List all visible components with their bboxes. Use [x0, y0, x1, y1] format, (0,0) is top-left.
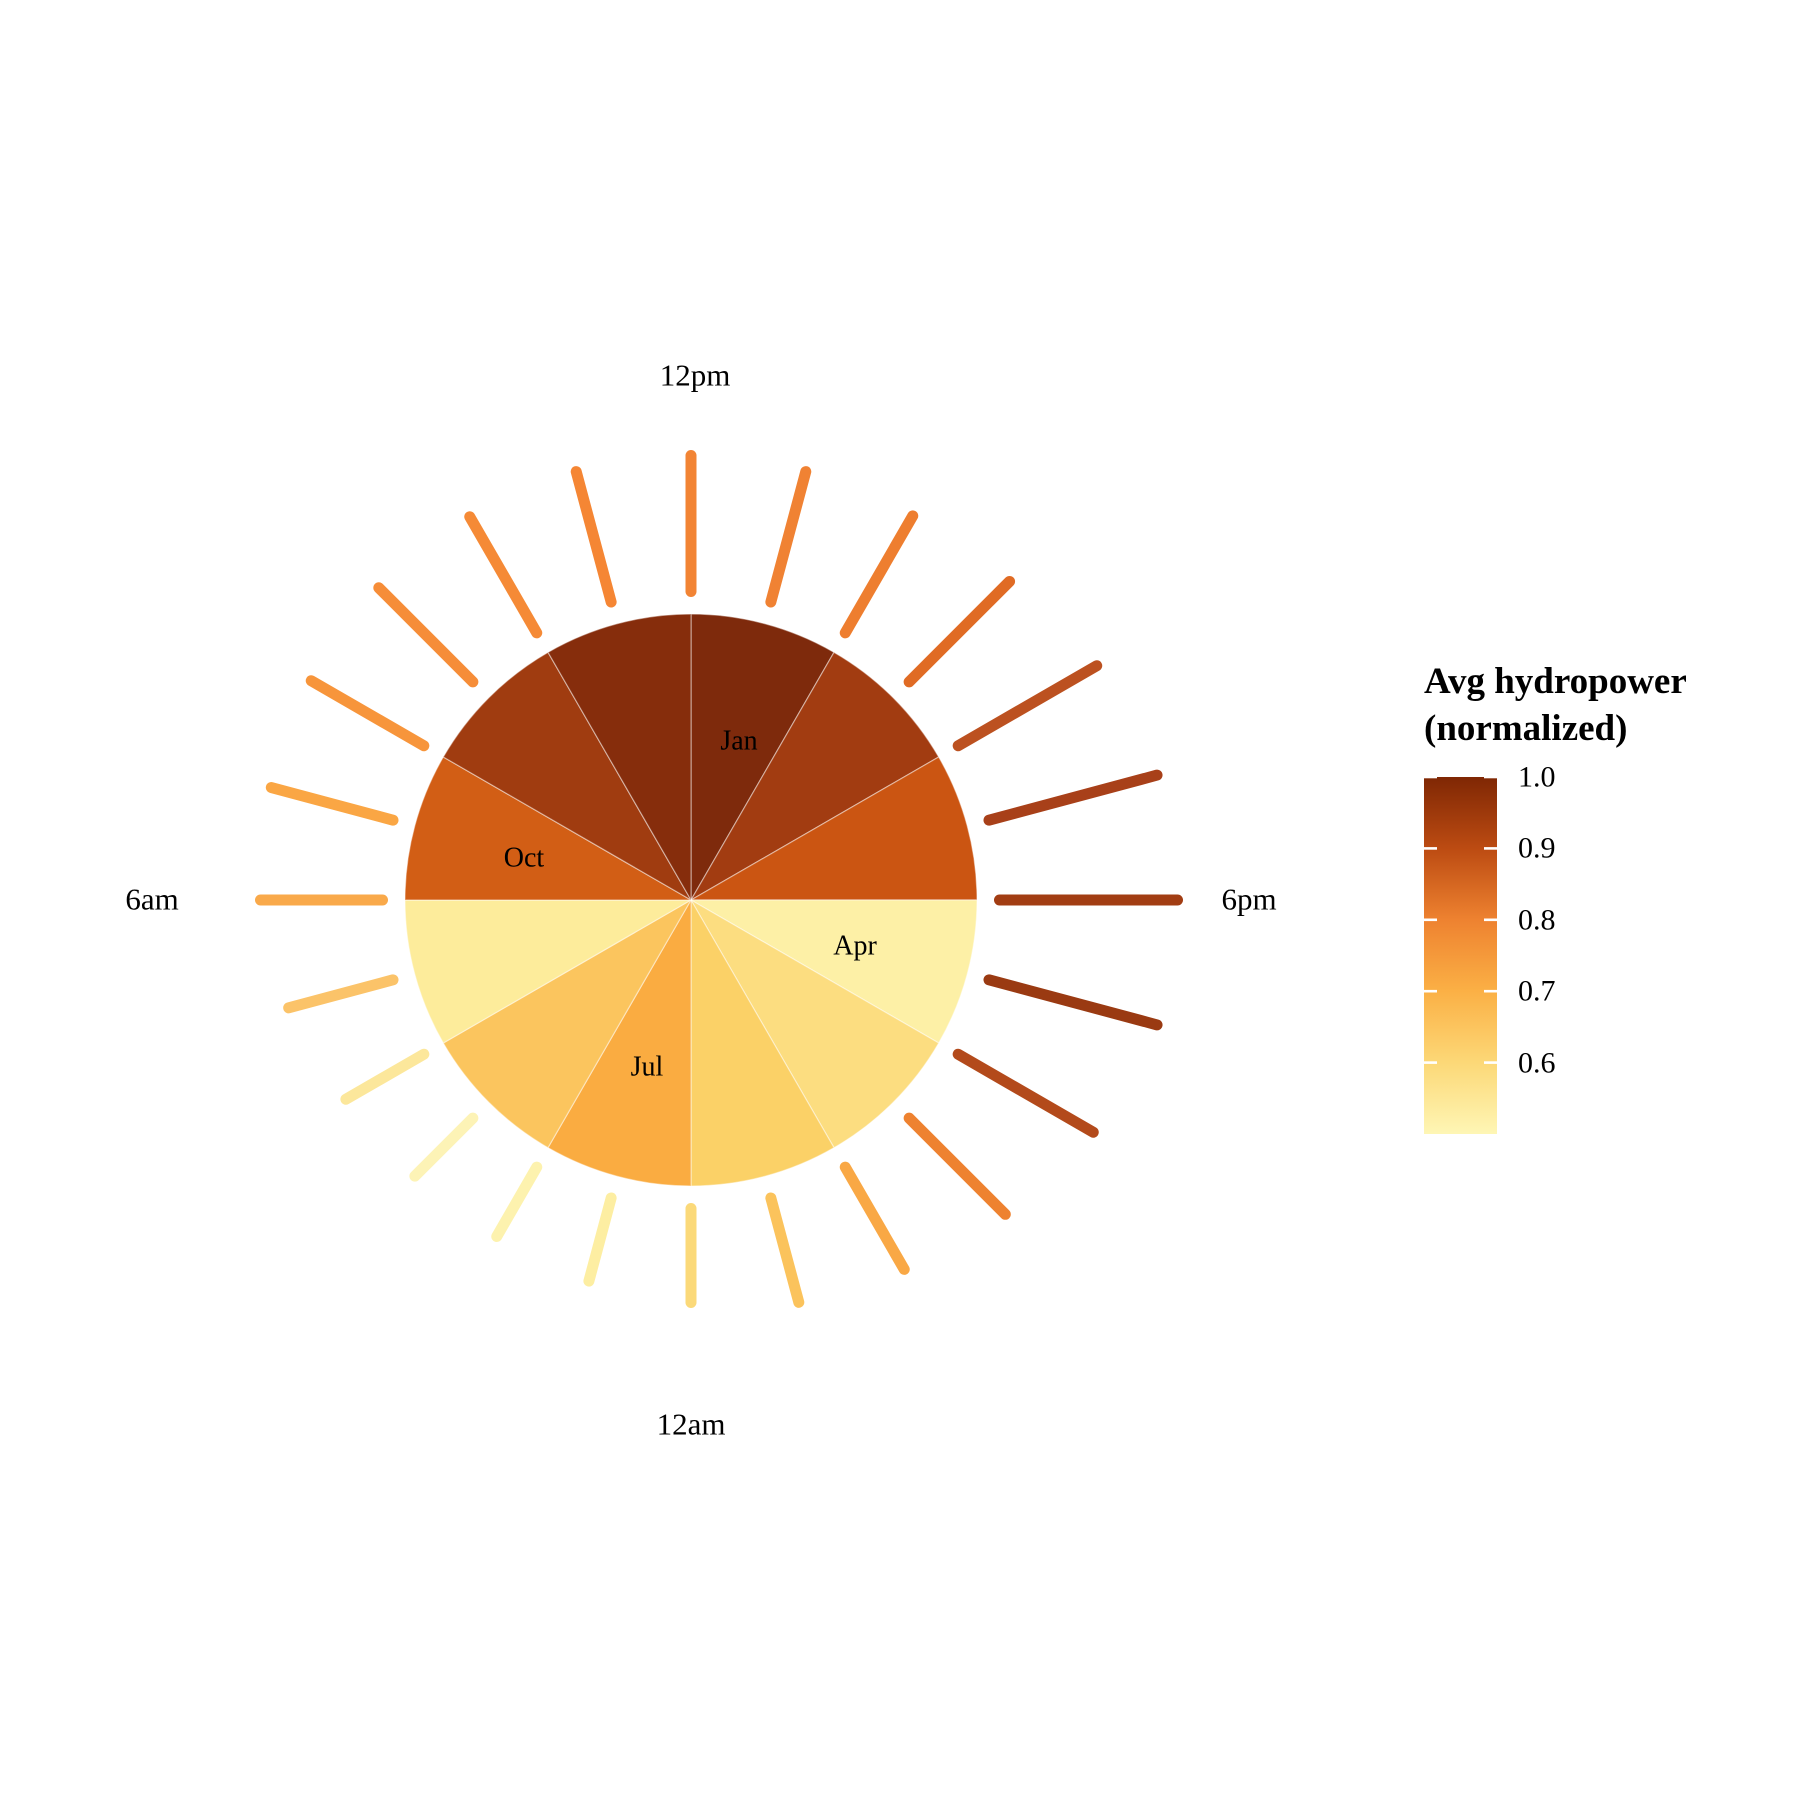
ray-8am [305, 675, 430, 752]
sector-may [689, 898, 940, 1149]
ray-3am [409, 1112, 479, 1182]
ray-7am [265, 782, 399, 826]
axis-label-12pm: 12pm [660, 358, 731, 393]
ray-4am [340, 1048, 430, 1105]
legend-tick-marks [1424, 775, 1497, 1064]
axis-label-6am: 6am [125, 882, 178, 917]
ray-11pm [765, 1192, 805, 1308]
sector-aug [442, 898, 693, 1149]
sector-jan [690, 613, 835, 903]
sector-dec [547, 613, 692, 903]
ray-9pm [903, 1112, 1011, 1220]
legend: Avg hydropower (normalized) 1.0 0.9 0.8 … [1424, 661, 1687, 1134]
legend-tick-label-0.9: 0.9 [1518, 832, 1556, 865]
legend-tick-label-1.0: 1.0 [1518, 761, 1556, 794]
legend-tick-label-0.6: 0.6 [1518, 1047, 1556, 1080]
sector-feb [689, 651, 940, 902]
legend-tick-label-0.8: 0.8 [1518, 904, 1556, 937]
month-sectors [404, 613, 978, 1187]
legend-title-line1: Avg hydropower [1424, 661, 1687, 702]
sector-nov [442, 651, 693, 902]
month-label-apr: Apr [833, 931, 877, 962]
sector-mar [688, 756, 978, 901]
legend-tick-labels: 1.0 0.9 0.8 0.7 0.6 [1518, 761, 1556, 1080]
month-label-jul: Jul [631, 1052, 664, 1083]
axis-label-12am: 12am [657, 1407, 726, 1442]
ray-4pm [952, 660, 1103, 752]
ray-7pm [983, 974, 1163, 1031]
month-label-oct: Oct [504, 843, 545, 874]
axis-label-6pm: 6pm [1221, 882, 1276, 917]
sector-oct [404, 756, 694, 901]
ray-8pm [952, 1048, 1099, 1138]
ray-1pm [765, 466, 812, 608]
ray-5am [283, 974, 399, 1014]
legend-colorbar [1424, 777, 1497, 1134]
hour-rays [255, 450, 1183, 1308]
ray-10pm [839, 1161, 910, 1275]
hour-axis-labels: 12pm 6pm 12am 6am [125, 358, 1276, 1442]
sector-jul [547, 897, 692, 1187]
sector-apr [688, 899, 978, 1044]
ray-5pm [983, 769, 1163, 826]
month-labels: Jan Apr Jul Oct [504, 726, 878, 1083]
ray-1am [583, 1192, 617, 1287]
ray-2pm [839, 510, 919, 639]
sector-jun [690, 897, 835, 1187]
legend-tick-label-0.7: 0.7 [1518, 975, 1556, 1008]
ray-11am [570, 466, 617, 608]
ray-3pm [903, 575, 1016, 688]
month-label-jan: Jan [720, 726, 757, 757]
ray-2am [491, 1161, 543, 1242]
sector-sep [404, 899, 694, 1044]
ray-10am [464, 511, 543, 639]
ray-9am [373, 582, 479, 688]
legend-title-line2: (normalized) [1424, 708, 1627, 749]
